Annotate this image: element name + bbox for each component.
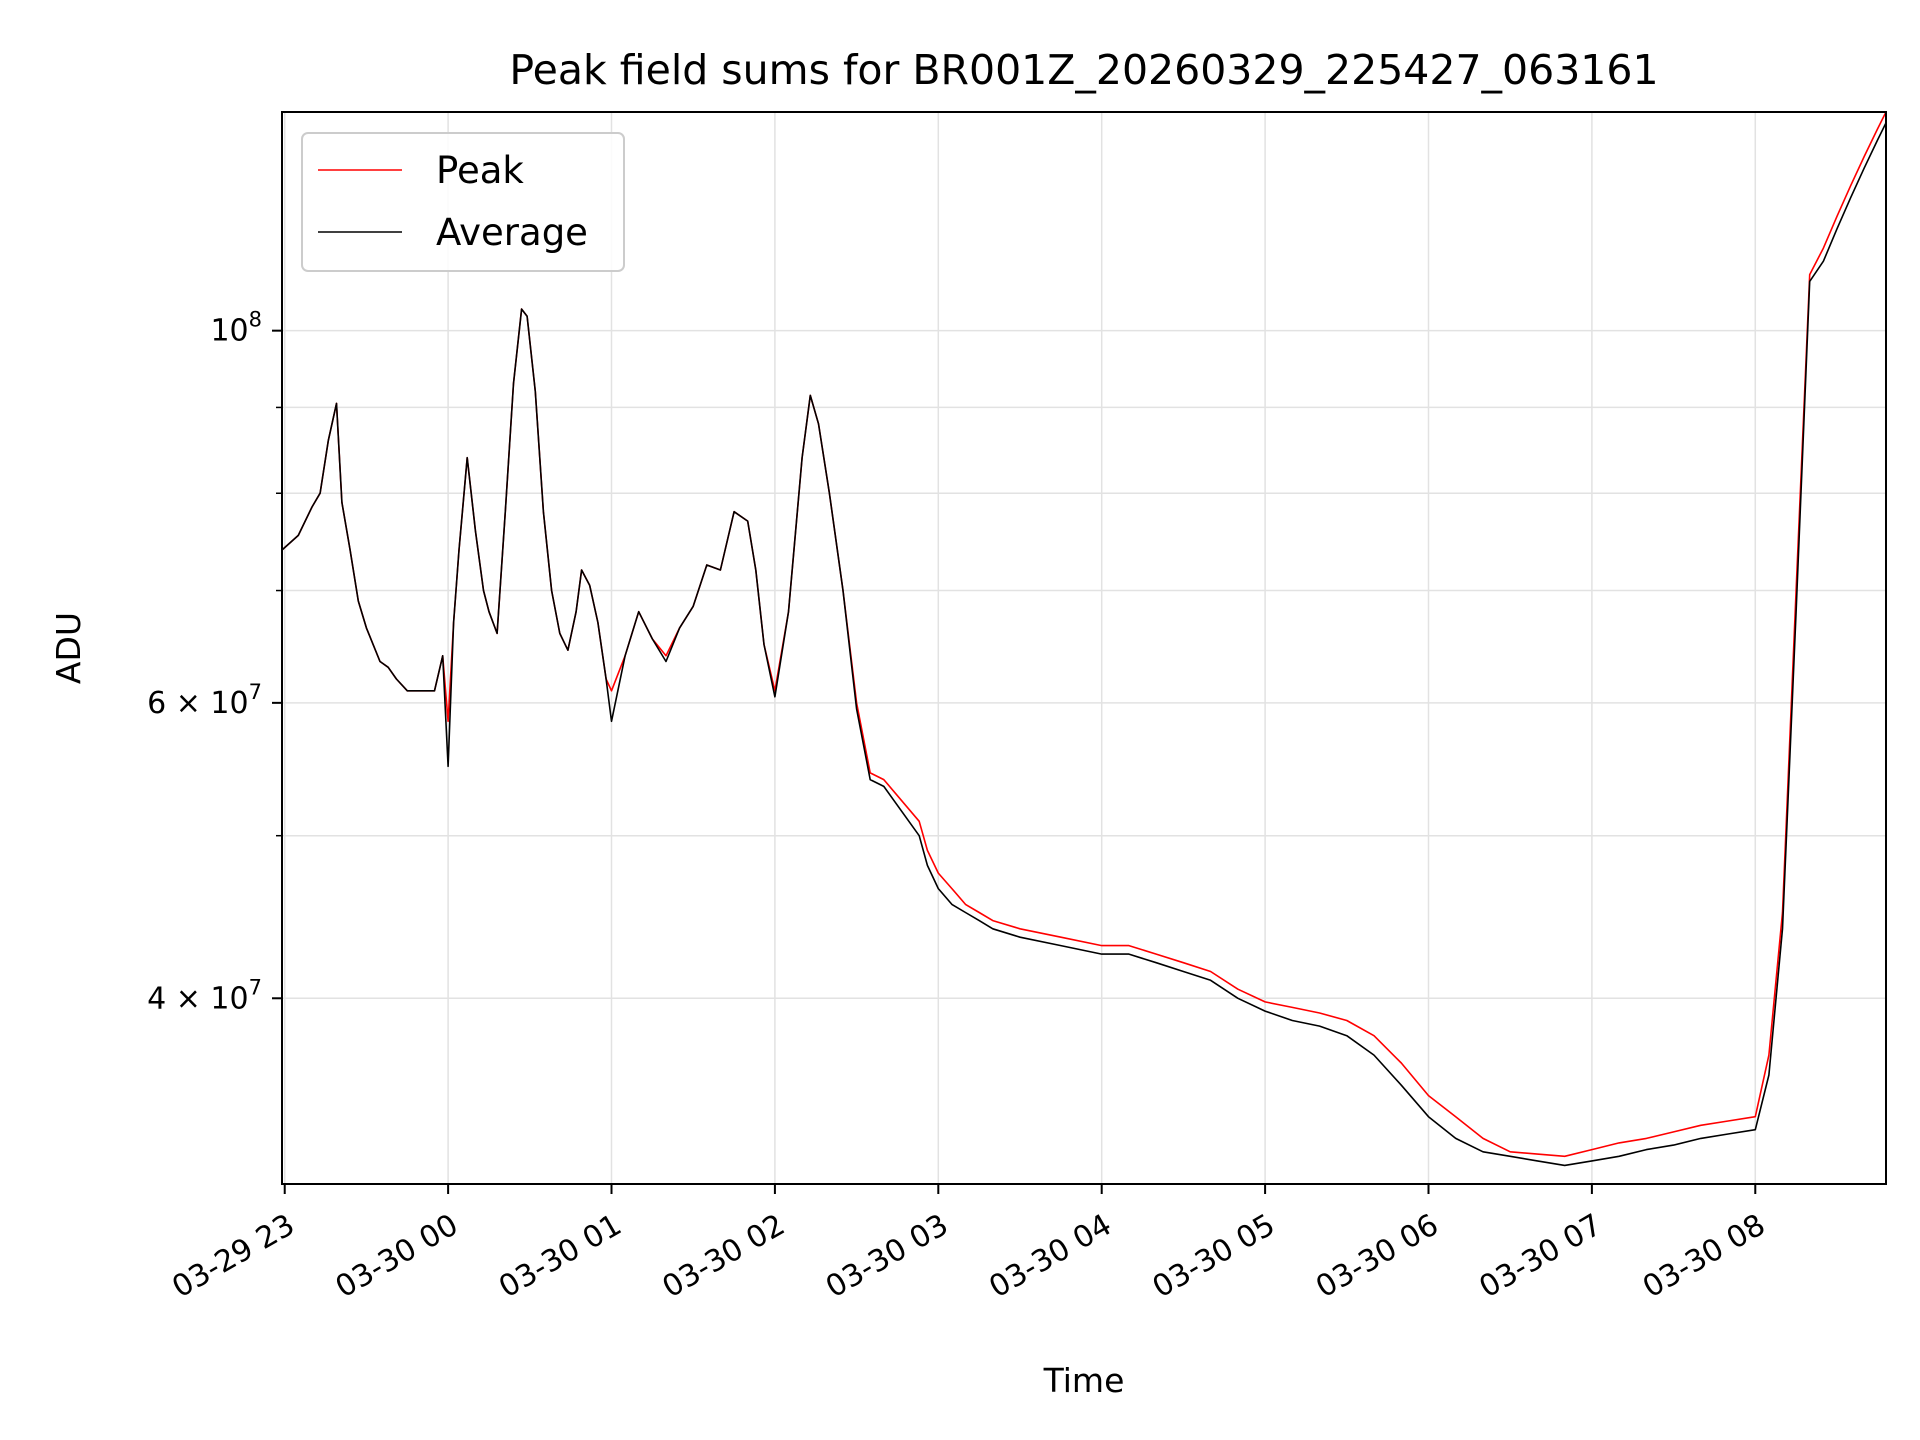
y-tick-label: 108 bbox=[210, 308, 262, 349]
y-tick-label: 6 × 107 bbox=[147, 680, 262, 721]
legend-box bbox=[301, 132, 625, 272]
legend-label-peak: Peak bbox=[436, 149, 524, 192]
legend: Peak Average bbox=[301, 132, 625, 272]
y-axis-label: ADU bbox=[49, 612, 88, 684]
plot-lines bbox=[281, 111, 1887, 1167]
grid bbox=[282, 112, 1886, 1184]
chart-title: Peak field sums for BR001Z_20260329_2254… bbox=[509, 46, 1658, 94]
y-tick-label: 4 × 107 bbox=[147, 975, 262, 1016]
series-line-average bbox=[281, 122, 1887, 1167]
x-axis-label: Time bbox=[1043, 1361, 1125, 1400]
legend-label-average: Average bbox=[436, 211, 588, 254]
plot-frame bbox=[281, 111, 1887, 1185]
